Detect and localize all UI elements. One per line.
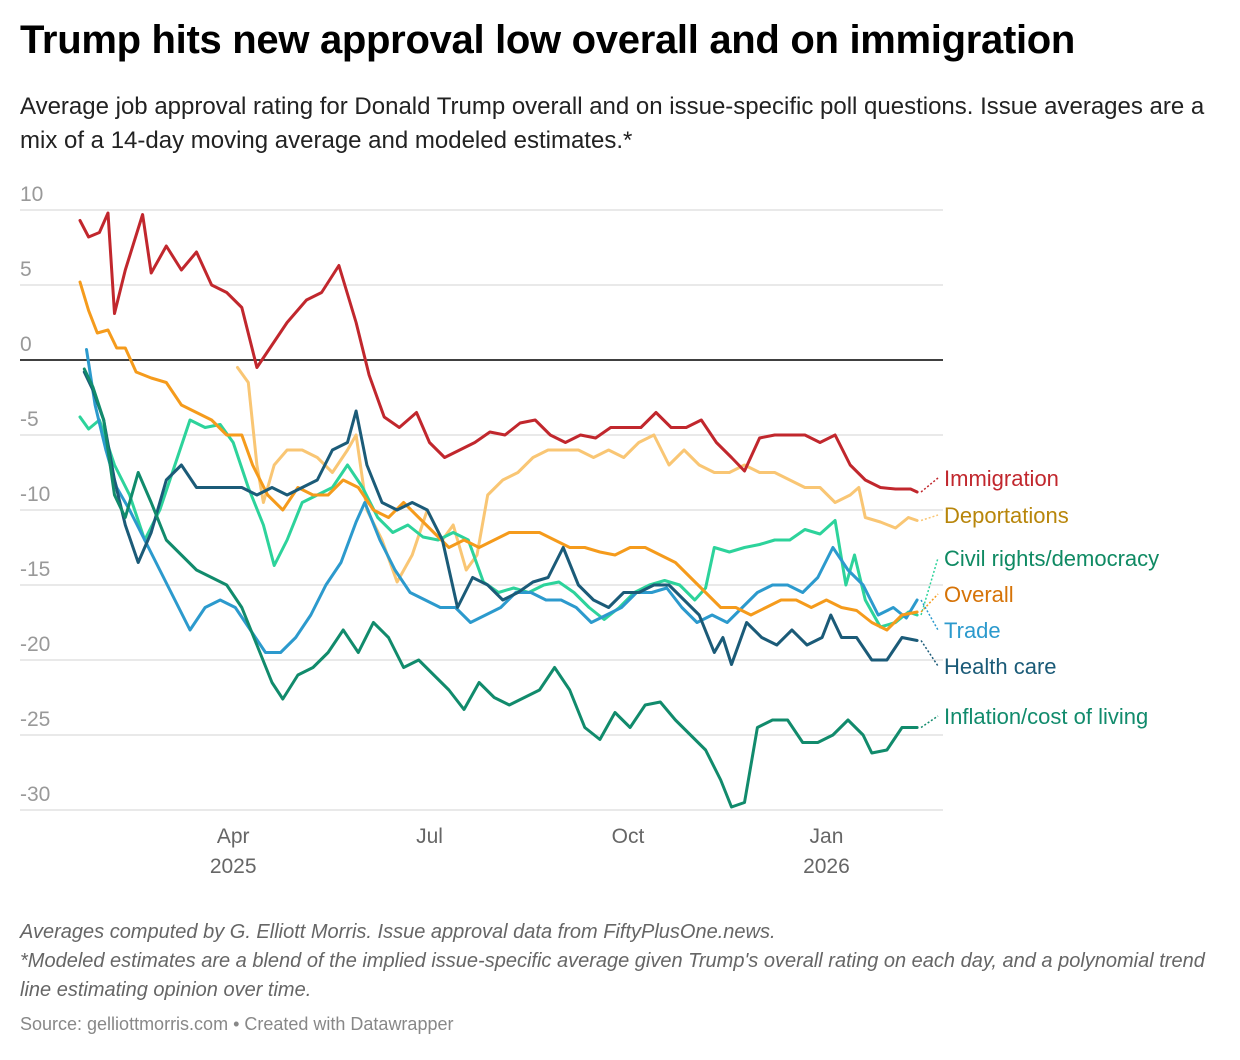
label-connector [920, 477, 939, 493]
y-axis: 10 5 0 -5 -10 -15 -20 -25 -30 [20, 183, 50, 806]
series-line-health-care [82, 370, 919, 666]
series-lines [78, 211, 919, 809]
series-line-immigration [78, 211, 919, 494]
series-line-trade [85, 348, 919, 654]
series-label-trade: Trade [944, 618, 1001, 643]
label-connector [920, 715, 939, 729]
series-label-inflation-cost-of-living: Inflation/cost of living [944, 704, 1148, 729]
series-label-immigration: Immigration [944, 466, 1059, 491]
series-line-overall [78, 280, 919, 632]
label-connector [920, 599, 939, 631]
note-methodology: *Modeled estimates are a blend of the im… [20, 950, 1205, 1001]
series-label-deportations: Deportations [944, 503, 1069, 528]
label-connector [920, 557, 939, 616]
chart-title: Trump hits new approval low overall and … [20, 18, 1076, 62]
series-line-inflation-cost-of-living [82, 367, 919, 809]
label-connector [920, 640, 939, 667]
series-line-deportations [236, 366, 919, 584]
y-tick-label: -30 [20, 783, 50, 806]
x-tick-year-label: 2026 [803, 855, 850, 878]
x-tick-label: Jan [810, 825, 844, 848]
x-tick-label: Oct [612, 825, 645, 848]
chart-subtitle: Average job approval rating for Donald T… [20, 93, 1205, 154]
x-tick-label: Apr [217, 825, 250, 848]
label-connector [920, 593, 939, 613]
y-tick-label: -20 [20, 633, 50, 656]
y-tick-label: 0 [20, 333, 32, 356]
y-tick-label: -10 [20, 483, 50, 506]
series-labels: Immigration Deportations Civil rights/demo… [920, 466, 1159, 729]
series-label-civil-rights-democracy: Civil rights/democracy [944, 546, 1159, 571]
label-connector [920, 514, 939, 522]
y-tick-label: -25 [20, 708, 50, 731]
chart-notes: Averages computed by G. Elliott Morris. … [20, 918, 1220, 1005]
y-tick-label: 10 [20, 183, 43, 206]
x-tick-year-label: 2025 [210, 855, 257, 878]
line-chart: 10 5 0 -5 -10 -15 -20 -25 -30 Apr 2025 Jul Oct Jan 20… [20, 183, 1159, 878]
note-attribution: Averages computed by G. Elliott Morris. … [20, 921, 776, 943]
x-tick-label: Jul [416, 825, 443, 848]
series-label-overall: Overall [944, 582, 1014, 607]
chart-source: Source: gelliottmorris.com • Created wit… [20, 1014, 454, 1034]
gridlines [20, 209, 943, 811]
y-tick-label: -15 [20, 558, 50, 581]
series-label-health-care: Health care [944, 654, 1057, 679]
y-tick-label: 5 [20, 258, 32, 281]
y-tick-label: -5 [20, 408, 39, 431]
x-axis: Apr 2025 Jul Oct Jan 2026 [210, 825, 850, 878]
